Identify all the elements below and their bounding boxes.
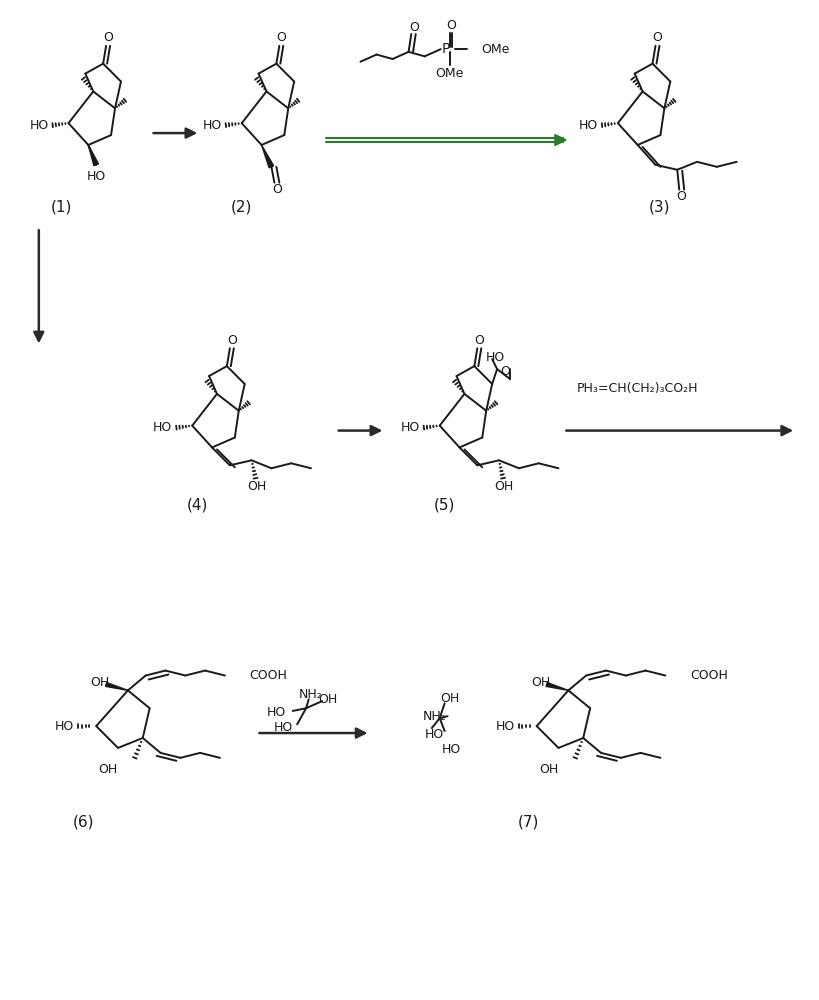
- Text: HO: HO: [153, 421, 172, 434]
- Text: OH: OH: [440, 692, 459, 705]
- Text: O: O: [103, 31, 113, 44]
- Text: (2): (2): [231, 200, 252, 215]
- Text: NH₂: NH₂: [423, 710, 446, 723]
- Text: O: O: [446, 19, 455, 32]
- Polygon shape: [106, 683, 128, 690]
- Text: HO: HO: [55, 720, 75, 733]
- Text: (6): (6): [73, 815, 94, 830]
- Text: O: O: [409, 21, 419, 34]
- Text: O: O: [227, 334, 237, 347]
- Text: OH: OH: [531, 676, 550, 689]
- Text: NH₂: NH₂: [298, 688, 322, 701]
- Text: (3): (3): [648, 200, 669, 215]
- Polygon shape: [545, 683, 568, 690]
- Text: O: O: [272, 183, 282, 196]
- Text: (5): (5): [433, 497, 455, 512]
- Text: HO: HO: [441, 743, 460, 756]
- Text: HO: HO: [578, 119, 597, 132]
- Text: OH: OH: [319, 693, 337, 706]
- Text: O: O: [500, 365, 509, 378]
- Text: (4): (4): [186, 497, 208, 512]
- Text: OH: OH: [494, 480, 513, 493]
- Text: (7): (7): [518, 815, 539, 830]
- Text: P: P: [441, 42, 450, 56]
- Text: OH: OH: [98, 763, 118, 776]
- Text: O: O: [676, 190, 686, 203]
- Text: OMe: OMe: [480, 43, 509, 56]
- Text: O: O: [652, 31, 662, 44]
- Text: O: O: [276, 31, 286, 44]
- Text: COOH: COOH: [690, 669, 727, 682]
- Text: COOH: COOH: [249, 669, 287, 682]
- Polygon shape: [261, 145, 274, 168]
- Text: HO: HO: [267, 706, 286, 719]
- Text: HO: HO: [87, 170, 106, 183]
- Text: OMe: OMe: [435, 67, 464, 80]
- Polygon shape: [88, 145, 98, 166]
- Text: O: O: [473, 334, 484, 347]
- Text: OH: OH: [538, 763, 558, 776]
- Text: HO: HO: [495, 720, 514, 733]
- Text: (1): (1): [51, 200, 72, 215]
- Text: OH: OH: [247, 480, 266, 493]
- Text: HO: HO: [202, 119, 222, 132]
- Text: OH: OH: [90, 676, 110, 689]
- Text: HO: HO: [273, 721, 292, 734]
- Text: HO: HO: [29, 119, 48, 132]
- Text: HO: HO: [485, 351, 505, 364]
- Text: HO: HO: [400, 421, 419, 434]
- Text: HO: HO: [424, 728, 444, 741]
- Text: PH₃=CH(CH₂)₃CO₂H: PH₃=CH(CH₂)₃CO₂H: [577, 382, 698, 395]
